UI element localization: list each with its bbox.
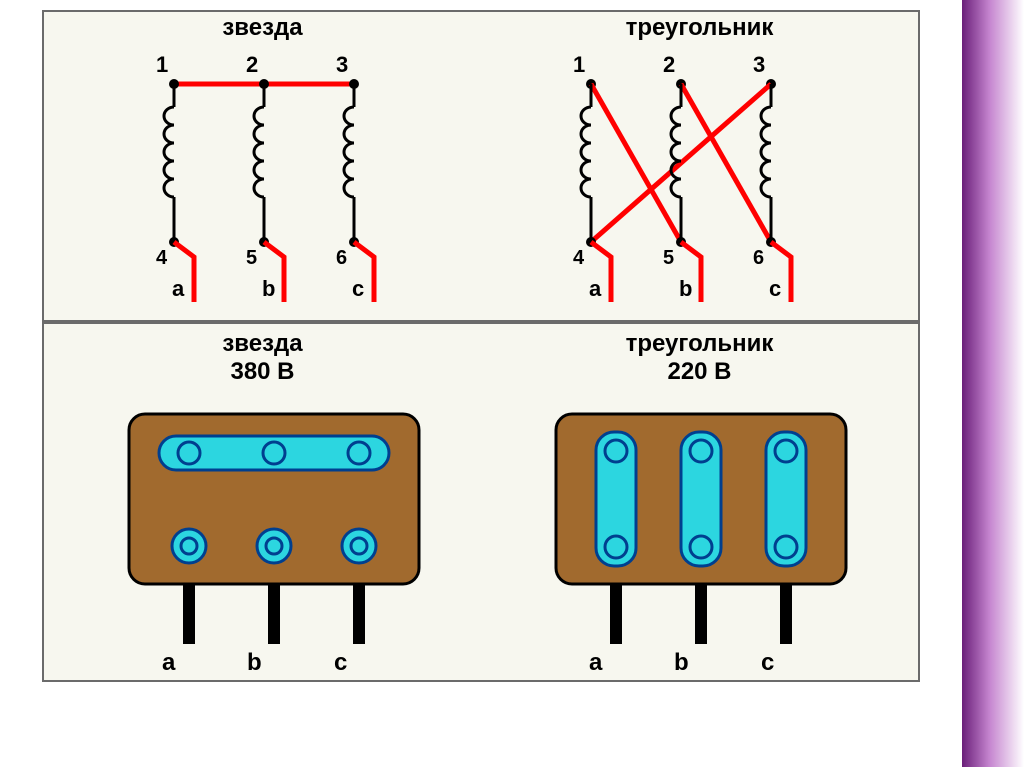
delta-title: треугольник bbox=[481, 14, 918, 42]
star-schematic: звезда 1 2 3 bbox=[44, 12, 481, 320]
label-bot-5: 5 bbox=[246, 247, 257, 269]
coil-3 bbox=[344, 84, 354, 242]
phase-a: a bbox=[589, 276, 602, 301]
main-area: звезда 1 2 3 bbox=[0, 0, 962, 767]
phase-b: b bbox=[247, 649, 262, 676]
star-terminal-block: звезда 380 В bbox=[44, 324, 481, 680]
phase-a: a bbox=[162, 649, 176, 676]
side-gradient bbox=[962, 0, 1024, 767]
phase-c: c bbox=[769, 276, 781, 301]
terminal bbox=[257, 529, 291, 563]
delta-conn-2-6 bbox=[681, 84, 771, 242]
delta-schematic: треугольник 1 2 3 bbox=[481, 12, 918, 320]
delta-conn-1-5 bbox=[591, 84, 681, 242]
terminal bbox=[342, 529, 376, 563]
vertical-bridge-2 bbox=[681, 432, 721, 566]
label-bot-6: 6 bbox=[336, 247, 347, 269]
coil-1 bbox=[581, 84, 591, 242]
label-bot-4: 4 bbox=[156, 247, 168, 269]
bottom-panel: звезда 380 В bbox=[42, 322, 920, 682]
phase-b: b bbox=[674, 649, 689, 676]
vertical-bridge-3 bbox=[766, 432, 806, 566]
label-top-3: 3 bbox=[753, 52, 765, 77]
delta-svg: 1 2 3 bbox=[481, 12, 920, 320]
phase-c: c bbox=[352, 276, 364, 301]
label-top-1: 1 bbox=[156, 52, 168, 77]
delta-block-title-2: 220 В bbox=[667, 358, 731, 385]
phase-a: a bbox=[172, 276, 185, 301]
phase-b: b bbox=[262, 276, 275, 301]
star-block-title-1: звезда bbox=[222, 330, 302, 357]
terminal bbox=[172, 529, 206, 563]
phase-a: a bbox=[589, 649, 603, 676]
phase-c: c bbox=[334, 649, 347, 676]
star-title: звезда bbox=[44, 14, 481, 42]
label-top-2: 2 bbox=[246, 52, 258, 77]
phase-c: c bbox=[761, 649, 774, 676]
delta-block-title-1: треугольник bbox=[626, 330, 774, 357]
delta-terminal-block: треугольник 220 В bbox=[481, 324, 918, 680]
coil-3 bbox=[761, 84, 771, 242]
vertical-bridge-1 bbox=[596, 432, 636, 566]
coil-2 bbox=[254, 84, 264, 242]
label-top-2: 2 bbox=[663, 52, 675, 77]
coil-1 bbox=[164, 84, 174, 242]
label-top-3: 3 bbox=[336, 52, 348, 77]
label-bot-4: 4 bbox=[573, 247, 585, 269]
label-bot-5: 5 bbox=[663, 247, 674, 269]
star-svg: 1 2 3 bbox=[44, 12, 483, 320]
label-top-1: 1 bbox=[573, 52, 585, 77]
top-panel: звезда 1 2 3 bbox=[42, 10, 920, 322]
phase-b: b bbox=[679, 276, 692, 301]
label-bot-6: 6 bbox=[753, 247, 764, 269]
star-block-title-2: 380 В bbox=[230, 358, 294, 385]
